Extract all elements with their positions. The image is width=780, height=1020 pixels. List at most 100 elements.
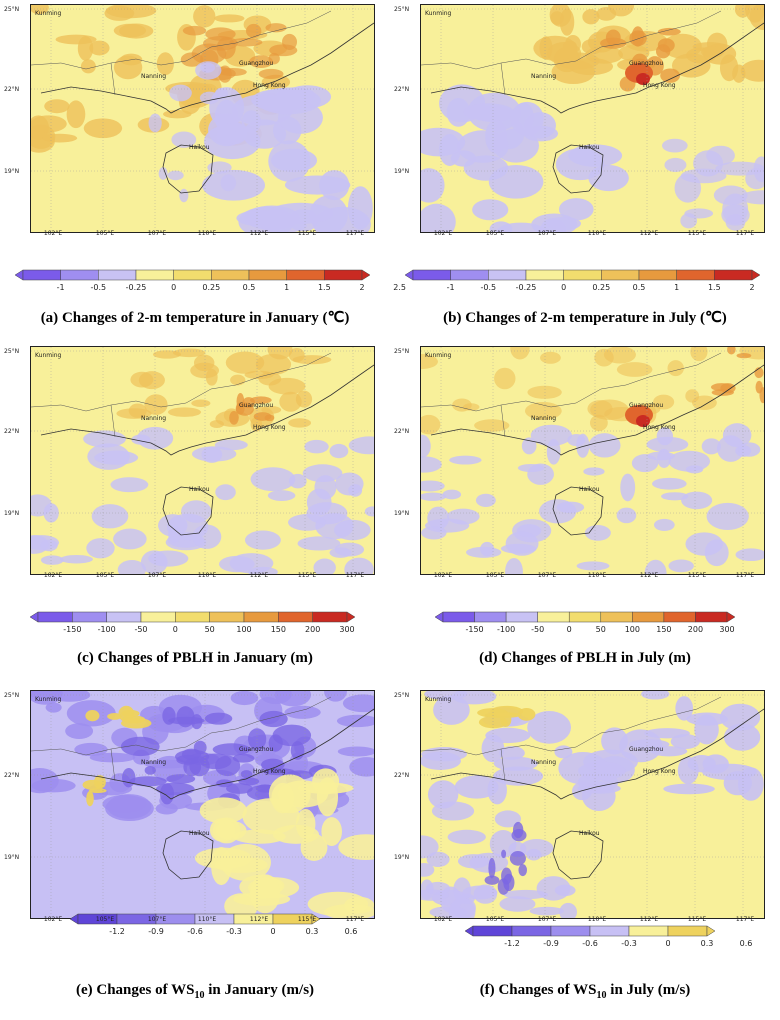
city-label: Hong Kong [643,82,676,89]
colorbar-tick: 50 [596,625,606,634]
lon-label: 115°E [687,572,707,579]
caption-d: (d) Changes of PBLH in July (m) [479,650,691,666]
lon-label: 115°E [297,230,317,237]
caption-e: (e) Changes of WS10 in January (m/s) [75,982,315,1001]
colorbar-tick: -100 [98,625,116,634]
city-label: Guangzhou [239,60,273,67]
city-label: Guangzhou [239,746,273,753]
map-c-field: Kunming Nanning Guangzhou Hong Kong Haikou [31,347,374,574]
colorbar-arrow-left [464,925,474,937]
lon-label: 112°E [639,572,659,579]
colorbar-segment [22,269,61,281]
city-label: Kunming [35,352,62,359]
colorbar-segment [106,611,142,623]
lon-label: 102°E [433,916,453,923]
panel-a: Kunming Nanning Guangzhou Hong Kong Haikou -… [0,0,406,334]
lat-label: 22°N [394,86,410,93]
colorbar-segment [37,611,73,623]
lon-label: 110°E [197,230,217,237]
city-label: Hong Kong [253,768,286,775]
city-label: Nanning [141,415,166,422]
colorbar-tick: -50 [531,625,544,634]
city-label: Haikou [579,144,600,151]
caption-b: (b) Changes of 2-m temperature in July (… [443,310,727,326]
colorbar-tick: -1 [447,283,455,292]
map-e: Kunming Nanning Guangzhou Hong Kong Haikou [30,690,375,919]
colorbar-arrow-left [434,611,444,623]
colorbar-segment [248,269,287,281]
colorbar-tick: 0.3 [306,927,319,936]
colorbar-segment [667,925,708,937]
city-label: Hong Kong [643,424,676,431]
panel-b: Kunming Nanning Guangzhou Hong Kong Haikou -… [390,0,780,334]
city-label: Haikou [579,486,600,493]
lon-label: 102°E [43,230,63,237]
colorbar-tick: 200 [305,625,320,634]
colorbar-tick: -0.3 [621,939,637,948]
colorbar-tick: 0 [561,283,566,292]
colorbar-tick: 150 [656,625,671,634]
colorbar-segment [209,611,245,623]
colorbar-tick: -100 [497,625,515,634]
colorbar-segment [312,611,348,623]
lat-label: 25°N [4,348,20,355]
colorbar-segment [714,269,753,281]
lon-label: 102°E [43,572,63,579]
colorbar-tick: -0.9 [148,927,164,936]
colorbar-segment [600,611,633,623]
city-label: Kunming [425,696,452,703]
panel-d: Kunming Nanning Guangzhou Hong Kong Haikou -… [390,342,780,676]
lon-label: 105°E [95,572,115,579]
colorbar-tick: 0.6 [345,927,358,936]
lon-label: 105°E [95,916,115,923]
colorbar-tick: 1.5 [708,283,721,292]
colorbar-arrow-left [14,269,24,281]
lat-label: 22°N [394,772,410,779]
lon-label: 110°E [587,230,607,237]
colorbar-tick: -0.6 [582,939,598,948]
colorbar-segment [135,269,174,281]
colorbar-tick: -50 [134,625,147,634]
colorbar-tick: 0.25 [202,283,220,292]
colorbar-segment [601,269,640,281]
colorbar-segment [98,269,137,281]
colorbar-arrow-left [404,269,414,281]
city-label: Hong Kong [643,768,676,775]
colorbar-tick: -1.2 [504,939,520,948]
lon-label: 117°E [735,572,755,579]
colorbar-tick: -0.3 [226,927,242,936]
colorbar-f: -1.2 -0.9 -0.6 -0.3 0 0.3 0.6 [464,925,752,948]
city-label: Kunming [35,10,62,17]
lat-label: 19°N [4,510,20,517]
colorbar-segment [628,925,669,937]
colorbar-d: -150 -100 -50 0 50 100 150 200 300 [434,611,736,634]
lon-label: 117°E [735,230,755,237]
city-label: Nanning [531,759,556,766]
lat-label: 25°N [394,6,410,13]
lon-label: 102°E [43,916,63,923]
lon-label: 107°E [537,572,557,579]
colorbar-e: -1.2 -0.9 -0.6 -0.3 0 0.3 0.6 [69,913,357,936]
colorbar-segment [505,611,538,623]
city-label: Guangzhou [629,402,663,409]
colorbar-segment [211,269,250,281]
colorbar-tick: 50 [205,625,215,634]
colorbar-tick: -150 [63,625,81,634]
city-label: Kunming [35,696,62,703]
colorbar-tick: -1.2 [109,927,125,936]
lon-label: 115°E [297,916,317,923]
lon-label: 110°E [587,916,607,923]
colorbar-tick: 0 [171,283,176,292]
city-label: Kunming [425,10,452,17]
colorbar-tick: -0.9 [543,939,559,948]
colorbar-arrow-left [29,611,39,623]
lon-label: 115°E [687,916,707,923]
map-f-field: Kunming Nanning Guangzhou Hong Kong Haikou [421,691,764,918]
lat-label: 19°N [394,510,410,517]
colorbar-tick: 2 [359,283,364,292]
lon-label: 110°E [197,572,217,579]
colorbar-segment [488,269,527,281]
colorbar-segment [278,611,313,623]
colorbar-tick: 0.25 [592,283,610,292]
colorbar-tick: 100 [625,625,640,634]
